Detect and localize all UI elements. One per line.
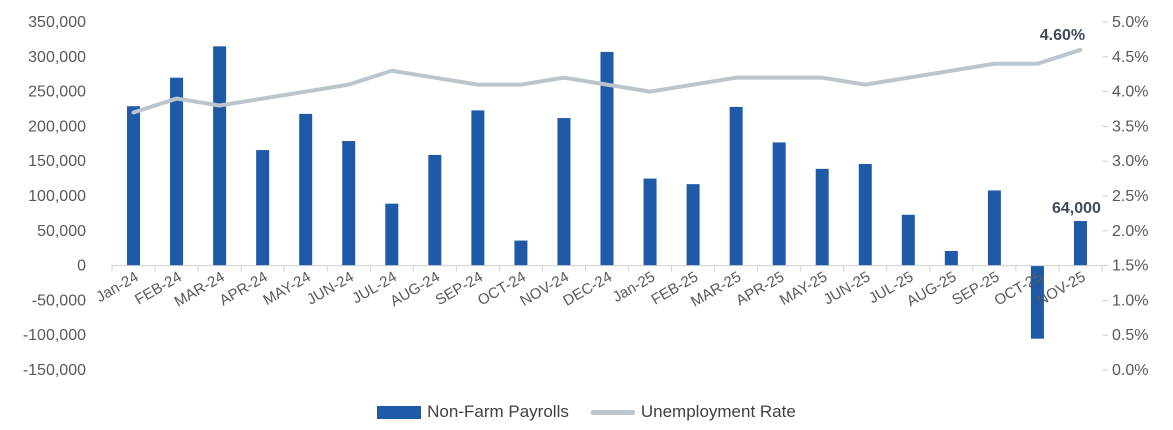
category-label: APR-25: [733, 268, 787, 309]
legend-label-unemployment: Unemployment Rate: [640, 402, 796, 421]
left-tick-label: 200,000: [28, 118, 86, 135]
right-axis: 0.0% 0.5% 1.0% 1.5% 2.0% 2.5% 3.0% 3.5% 4.0% 4.5%…: [1102, 14, 1148, 379]
bar: [170, 77, 184, 266]
line-last-annotation: 4.60%: [1040, 27, 1085, 44]
right-tick-label: 4.5%: [1112, 49, 1148, 66]
bar: [858, 163, 872, 266]
left-tick-label: -50,000: [32, 292, 86, 309]
bar: [557, 118, 571, 266]
bar: [428, 154, 442, 266]
right-tick-label: 3.5%: [1112, 118, 1148, 135]
bar: [385, 203, 399, 266]
right-tick-label: 0.0%: [1112, 362, 1148, 379]
category-label: MAR-24: [171, 268, 227, 310]
legend-line-swatch: [590, 409, 635, 415]
bar: [600, 51, 614, 266]
bar: [256, 150, 270, 266]
bar: [815, 168, 829, 266]
unemployment-line: [131, 47, 1083, 115]
category-labels: Jan-24FEB-24MAR-24APR-24MAY-24JUN-24JUL-…: [93, 268, 1088, 310]
bar: [686, 184, 700, 266]
bar: [944, 250, 958, 266]
left-tick-label: 300,000: [28, 49, 86, 66]
category-label: MAY-24: [260, 268, 313, 309]
left-axis: -150,000 -100,000 -50,000 0 50,000 100,000 150…: [23, 14, 86, 379]
category-label: MAR-25: [688, 268, 744, 310]
legend: Non-Farm Payrolls Unemployment Rate: [0, 402, 1173, 422]
left-tick-label: -100,000: [23, 327, 86, 344]
bar: [342, 141, 356, 266]
category-label: MAY-25: [777, 268, 830, 309]
left-tick-label: 250,000: [28, 84, 86, 101]
line-series: [131, 47, 1083, 115]
left-tick-label: 0: [77, 258, 86, 275]
right-tick-label: 0.5%: [1112, 327, 1148, 344]
category-label: JUN-25: [821, 268, 874, 308]
right-tick-label: 2.5%: [1112, 188, 1148, 205]
bar: [127, 106, 141, 266]
category-label: SEP-24: [433, 268, 486, 309]
category-label: Jan-25: [610, 268, 658, 306]
bar: [471, 110, 485, 266]
bar: [299, 113, 313, 266]
right-tick-label: 1.0%: [1112, 292, 1148, 309]
bar: [643, 178, 657, 266]
bar: [901, 214, 915, 266]
left-tick-label: 100,000: [28, 188, 86, 205]
bar: [213, 46, 227, 266]
bar-series: [127, 46, 1087, 339]
category-label: Jan-24: [93, 268, 141, 306]
right-tick-label: 1.5%: [1112, 258, 1148, 275]
right-tick-label: 5.0%: [1112, 14, 1148, 31]
legend-item-payrolls: Non-Farm Payrolls: [377, 402, 569, 422]
bar: [514, 240, 528, 266]
bar: [1030, 265, 1044, 339]
category-label: AUG-25: [904, 268, 959, 310]
category-label: JUN-24: [304, 268, 357, 308]
bar-last-annotation: 64,000: [1052, 200, 1101, 217]
right-tick-label: 4.0%: [1112, 84, 1148, 101]
category-axis-ticks: [111, 265, 1103, 272]
legend-item-unemployment: Unemployment Rate: [590, 402, 796, 422]
bar: [987, 190, 1001, 266]
bar: [772, 142, 786, 266]
category-label: AUG-24: [387, 268, 442, 310]
category-label: SEP-25: [949, 268, 1002, 309]
bar: [729, 106, 743, 266]
left-tick-label: -150,000: [23, 362, 86, 379]
right-tick-label: 3.0%: [1112, 153, 1148, 170]
chart: -150,000 -100,000 -50,000 0 50,000 100,000 150…: [23, 14, 1149, 379]
category-label: NOV-24: [517, 268, 572, 309]
legend-bar-swatch: [377, 405, 422, 419]
bar: [1073, 221, 1087, 266]
left-tick-label: 350,000: [28, 14, 86, 31]
left-tick-label: 150,000: [28, 153, 86, 170]
right-tick-label: 2.0%: [1112, 223, 1148, 240]
left-tick-label: 50,000: [37, 223, 86, 240]
category-label: DEC-24: [560, 268, 615, 309]
category-label: APR-24: [217, 268, 271, 309]
legend-label-payrolls: Non-Farm Payrolls: [427, 402, 569, 421]
